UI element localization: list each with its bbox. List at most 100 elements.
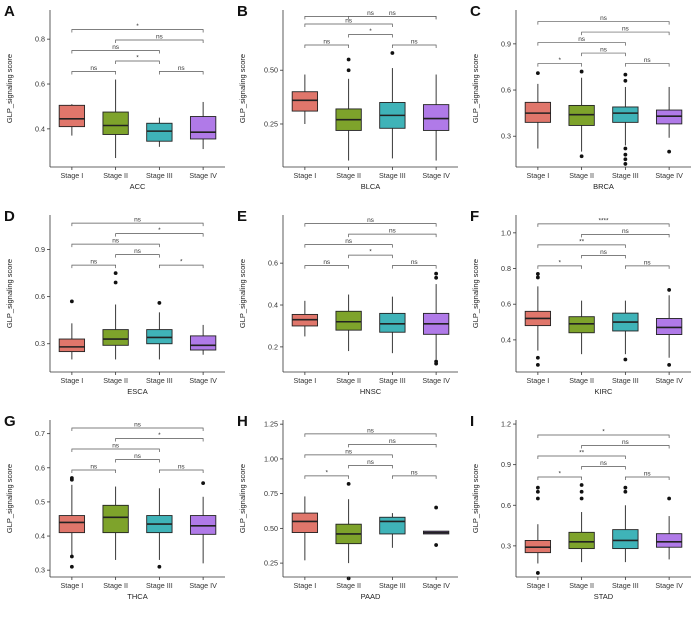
significance-label: ns [345, 238, 353, 245]
x-tick-label: Stage IV [422, 376, 450, 385]
significance-label: ns [112, 44, 120, 51]
y-axis-label: GLP_signaling score [5, 464, 14, 533]
box-stage-iv [655, 288, 683, 367]
outlier-point [69, 299, 74, 304]
box-iqr [291, 512, 319, 533]
bracket-line [115, 233, 204, 237]
outlier-point [623, 146, 628, 151]
box-stage-i [291, 300, 319, 337]
bracket-line [537, 265, 582, 269]
outlier-point [535, 71, 540, 76]
y-tick-label: 1.2 [501, 420, 511, 429]
bracket-line [115, 60, 160, 65]
x-tick-label: Stage III [612, 376, 639, 385]
y-tick-label: 0.7 [35, 429, 45, 438]
x-tick-label: Stage III [146, 171, 173, 180]
significance-label: * [558, 57, 561, 64]
bracket-line [625, 476, 670, 480]
significance-label: ns [367, 10, 375, 17]
outlier-point [434, 275, 439, 280]
significance-bracket: ** [537, 238, 626, 248]
x-tick-label: Stage II [336, 581, 361, 590]
y-tick-label: 0.6 [35, 463, 45, 472]
x-axis-label: PAAD [361, 592, 381, 601]
outlier-point [390, 51, 395, 55]
significance-bracket: ns [581, 439, 670, 449]
bracket-line [625, 265, 670, 269]
significance-bracket: * [537, 428, 670, 438]
significance-bracket: ns [71, 443, 160, 453]
box-stage-iv [422, 271, 450, 366]
outlier-point [157, 301, 162, 305]
significance-bracket: ns [348, 438, 437, 448]
box-stage-ii [102, 79, 129, 159]
outlier-point [535, 362, 540, 367]
box-stage-iii [612, 300, 639, 362]
significance-bracket: ns [304, 18, 393, 28]
outlier-point [346, 68, 351, 73]
box-iqr [612, 529, 639, 550]
significance-label: ns [600, 47, 608, 54]
x-axis-label: STAD [594, 592, 614, 601]
panel-b: B GLP_signaling score 0.25 0.50 Stage I Stage… [237, 3, 458, 191]
outlier-point [535, 355, 540, 360]
significance-bracket: ns [71, 464, 116, 474]
box-stage-iv [422, 74, 450, 161]
bracket-line [304, 23, 393, 28]
bracket-line [537, 21, 670, 25]
x-tick-label: Stage II [336, 171, 361, 180]
box-stage-ii [335, 294, 362, 352]
y-tick-label: 0.75 [264, 489, 278, 498]
significance-bracket: ns [115, 453, 160, 463]
y-tick-label: 0.6 [35, 80, 45, 89]
box-stage-ii [568, 483, 595, 563]
significance-bracket: * [115, 432, 204, 442]
bracket-line [304, 475, 349, 479]
panel-g: G GLP_signaling score 0.3 0.4 0.5 0.6 0.7 Stage… [4, 413, 225, 601]
panel-letter: C [470, 3, 481, 20]
outlier-point [69, 554, 74, 559]
outlier-point [667, 496, 672, 501]
bracket-line [304, 16, 437, 20]
box-stage-ii [568, 300, 595, 355]
significance-bracket: ns [159, 65, 204, 75]
significance-label: ns [367, 217, 375, 224]
panel-h: H GLP_signaling score 0.25 0.50 0.75 1.00 1.25… [237, 413, 458, 601]
significance-label: * [158, 227, 161, 234]
outlier-point [623, 162, 628, 166]
bracket-line [159, 469, 204, 474]
y-tick-label: 0.9 [35, 245, 45, 254]
outlier-point [579, 489, 584, 494]
box-iqr [291, 91, 319, 112]
significance-label: ns [600, 15, 608, 22]
x-axis-label: ACC [130, 182, 146, 191]
significance-label: ns [156, 34, 164, 41]
bracket-line [537, 476, 582, 480]
outlier-point [623, 152, 628, 157]
box-iqr [612, 106, 639, 123]
y-tick-label: 0.9 [501, 460, 511, 469]
bracket-line [581, 255, 626, 259]
outlier-point [667, 149, 672, 154]
y-axis-label: GLP_signaling score [471, 259, 480, 328]
box-iqr [422, 104, 450, 131]
bracket-line [115, 39, 204, 44]
outlier-point [623, 72, 628, 77]
outlier-point [667, 362, 672, 367]
outlier-point [623, 485, 628, 490]
bracket-line [348, 233, 437, 238]
box-stage-iii [612, 485, 639, 563]
significance-label: **** [598, 217, 609, 224]
x-axis-label: ESCA [127, 387, 147, 396]
significance-bracket: * [159, 259, 204, 269]
y-tick-label: 1.00 [264, 454, 278, 463]
bracket-line [71, 243, 160, 248]
y-tick-label: 0.3 [35, 566, 45, 575]
outlier-point [623, 489, 628, 494]
x-tick-label: Stage I [60, 581, 83, 590]
box-stage-iii [379, 296, 406, 354]
outlier-point [623, 78, 628, 83]
box-stage-i [58, 299, 86, 360]
bracket-line [115, 459, 160, 463]
bracket-line [537, 434, 670, 438]
